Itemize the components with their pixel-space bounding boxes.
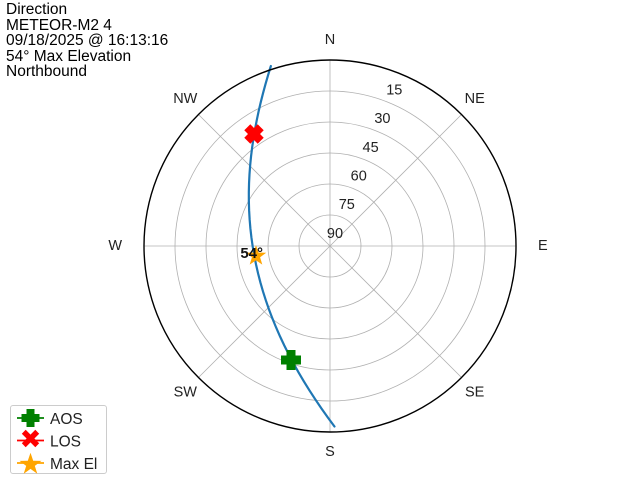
svg-text:NW: NW [173,91,197,107]
svg-text:NE: NE [465,91,485,107]
svg-text:45: 45 [363,140,379,156]
svg-text:SE: SE [465,385,485,401]
svg-text:60: 60 [351,169,367,185]
svg-text:54°: 54° [240,245,263,262]
svg-text:N: N [325,32,335,48]
svg-text:LOS: LOS [50,434,81,451]
svg-text:Max El: Max El [50,456,97,473]
svg-text:AOS: AOS [50,411,83,428]
svg-text:SW: SW [174,385,198,401]
svg-text:30: 30 [374,111,390,127]
svg-text:S: S [325,444,335,460]
svg-text:E: E [538,238,548,254]
svg-text:15: 15 [386,83,402,99]
svg-text:90: 90 [327,226,343,242]
svg-text:W: W [108,238,122,254]
svg-text:75: 75 [339,197,355,213]
